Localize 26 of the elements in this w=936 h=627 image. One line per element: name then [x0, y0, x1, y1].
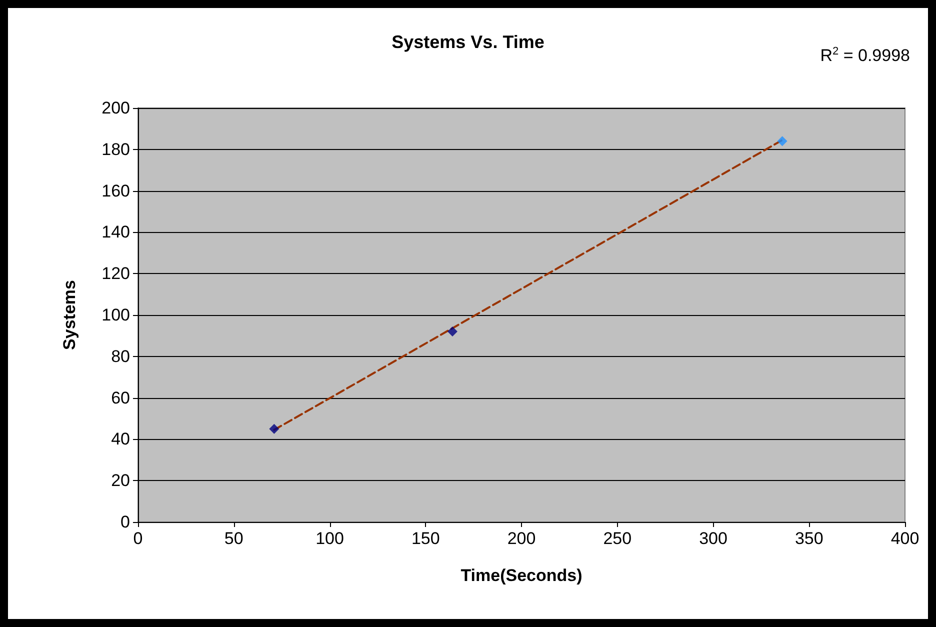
x-tick-label: 200	[507, 529, 536, 548]
point	[269, 424, 280, 434]
point	[447, 326, 458, 337]
x-tick-label: 350	[794, 529, 824, 548]
y-tick-label: 140	[102, 222, 130, 242]
y-tick-label: 20	[111, 471, 130, 490]
y-tick-label: 100	[102, 306, 130, 324]
y-axis-title: Systems	[60, 280, 79, 350]
y-tick-label: 60	[111, 388, 130, 408]
x-axis-title: Time(Seconds)	[460, 566, 582, 585]
x-tick-label: 300	[699, 529, 728, 548]
y-tick-label: 200	[102, 98, 130, 118]
y-tick-label: 0	[120, 512, 130, 532]
x-tick-label: 0	[133, 529, 143, 548]
y-tick-label: 180	[102, 140, 130, 159]
y-tick-label: 160	[102, 181, 130, 200]
x-tick-label: 400	[890, 529, 920, 548]
chart-title: Systems Vs. Time	[392, 32, 544, 52]
x-tick-label: 50	[224, 529, 244, 548]
y-tick-label: 120	[102, 264, 130, 284]
y-tick-label: 80	[111, 346, 130, 366]
point	[777, 136, 788, 146]
x-tick-label: 150	[411, 529, 440, 548]
x-tick-label: 100	[316, 529, 344, 548]
x-tick-label: 250	[603, 529, 632, 548]
y-tick-label: 40	[111, 430, 130, 449]
